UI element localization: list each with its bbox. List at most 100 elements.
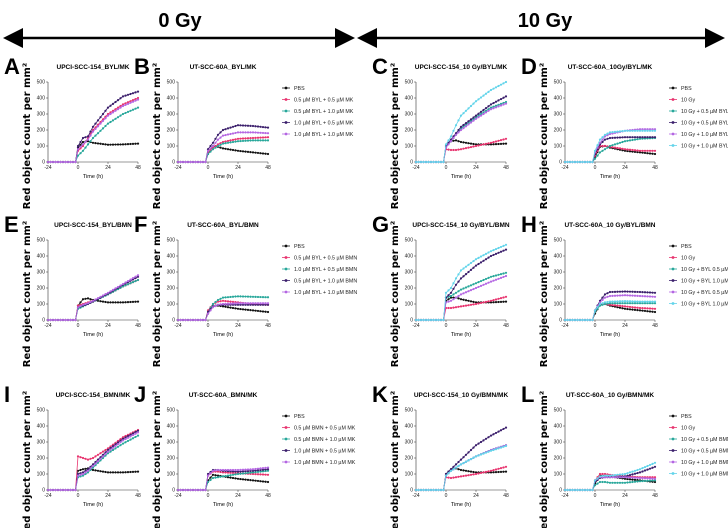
data-point [459, 148, 463, 151]
data-point [457, 128, 460, 132]
data-point [111, 119, 115, 122]
data-point [224, 305, 227, 308]
data-point [616, 481, 619, 484]
data-point [608, 474, 612, 477]
data-point [477, 256, 480, 259]
data-point [216, 476, 220, 479]
data-point [573, 318, 577, 322]
y-axis-label: Red object count per mm² [22, 221, 33, 367]
data-point [504, 100, 508, 104]
data-point [502, 470, 505, 473]
data-point [477, 114, 480, 117]
data-point [254, 471, 257, 474]
data-point [116, 301, 120, 304]
data-point [136, 274, 140, 277]
data-point [264, 466, 267, 469]
data-point [633, 308, 637, 311]
data-point [492, 107, 495, 110]
data-point [219, 475, 222, 478]
y-tick-label: 300 [405, 270, 414, 276]
data-point [231, 140, 235, 144]
data-point [502, 466, 505, 469]
series-path [565, 294, 656, 321]
legend-swatch-marker [284, 426, 288, 429]
data-point [616, 290, 619, 293]
data-point [239, 477, 242, 481]
data-point [229, 139, 232, 142]
data-point [136, 429, 140, 432]
data-point [623, 477, 627, 480]
data-point [489, 280, 493, 283]
data-point [452, 136, 455, 140]
x-tick-label: 48 [503, 165, 509, 171]
data-point [497, 297, 500, 300]
data-point [89, 134, 92, 137]
data-point [236, 470, 240, 473]
data-point [482, 112, 485, 116]
legend-item: 10 Gy [669, 425, 695, 431]
data-point [641, 136, 644, 139]
data-point [601, 302, 604, 305]
data-point [596, 154, 599, 157]
data-point [256, 473, 260, 476]
data-point [467, 123, 470, 126]
data-point [454, 463, 458, 466]
data-point [613, 481, 617, 484]
data-point [467, 290, 470, 293]
data-point [492, 141, 495, 144]
data-point [504, 444, 508, 448]
data-point [623, 300, 627, 303]
series-path [416, 101, 507, 163]
data-point [59, 488, 62, 492]
data-point [646, 464, 649, 468]
data-point [254, 303, 257, 306]
data-point [219, 146, 222, 149]
data-point [638, 476, 642, 480]
data-point [129, 282, 132, 285]
data-point [119, 439, 122, 442]
data-point [231, 468, 235, 472]
y-tick-label: 500 [37, 80, 46, 86]
y-tick-label: 100 [405, 144, 414, 150]
data-point [479, 279, 483, 283]
y-tick-label: 300 [405, 440, 414, 446]
data-point [111, 446, 115, 449]
series-path [48, 435, 139, 491]
legend-swatch-marker [671, 132, 675, 136]
data-point [191, 488, 195, 492]
data-point [469, 470, 473, 473]
data-point [643, 295, 647, 298]
data-point [261, 136, 265, 139]
data-point [81, 143, 85, 146]
data-point [492, 275, 495, 278]
data-point [239, 139, 242, 143]
data-point [608, 136, 612, 140]
data-point [244, 137, 247, 140]
data-point [129, 278, 132, 281]
data-point [89, 298, 92, 301]
data-point [246, 303, 250, 306]
data-point [484, 451, 488, 454]
data-point [482, 254, 485, 257]
data-point [631, 306, 634, 309]
data-point [636, 471, 639, 475]
data-point [628, 478, 632, 481]
data-point [459, 277, 463, 280]
panel-letter: I [4, 382, 10, 407]
data-point [494, 471, 498, 474]
data-point [111, 471, 115, 474]
data-point [477, 281, 480, 284]
data-point [91, 464, 95, 468]
data-point [492, 279, 495, 282]
data-point [126, 102, 130, 105]
data-point [494, 143, 498, 146]
data-point [606, 476, 609, 479]
y-tick-label: 200 [554, 128, 563, 134]
data-point [638, 151, 642, 154]
data-point [236, 149, 240, 152]
data-point [482, 143, 485, 146]
data-point [633, 306, 637, 309]
header-0gy: 0 Gy [158, 10, 202, 32]
data-point [464, 453, 468, 456]
data-point [191, 160, 195, 164]
